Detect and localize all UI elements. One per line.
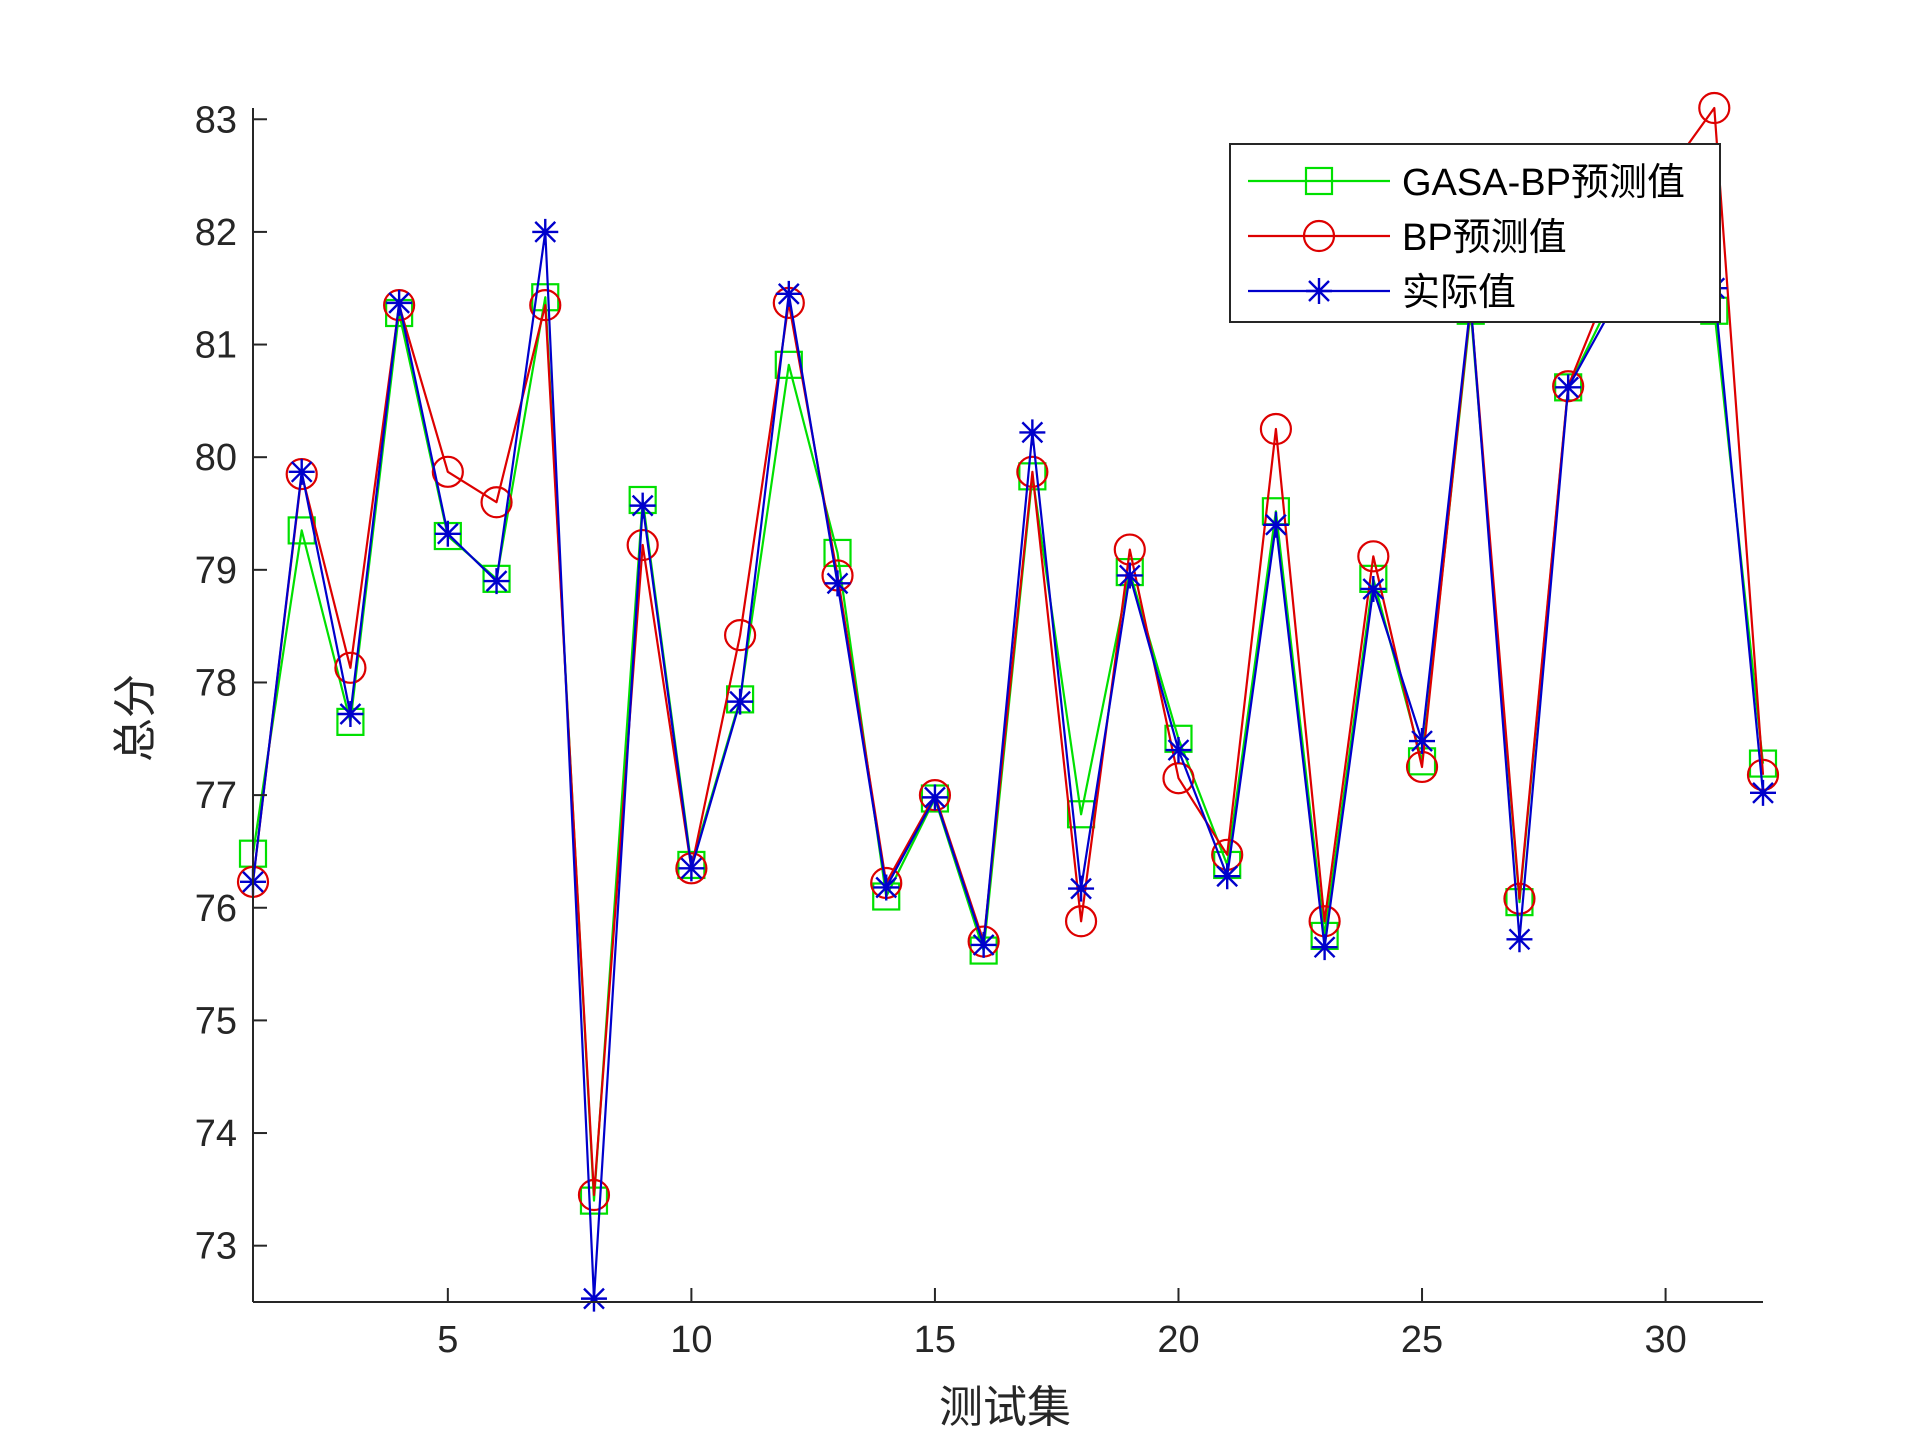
data-point-1-18 — [1064, 905, 1098, 938]
data-point-2-13 — [824, 570, 851, 597]
data-point-2-12 — [775, 280, 802, 307]
x-tick-label-25: 25 — [1401, 1319, 1443, 1361]
y-tick-label-77: 77 — [195, 775, 237, 817]
x-tick-label-15: 15 — [914, 1319, 956, 1361]
data-point-2-27 — [1506, 926, 1533, 953]
legend-marker-2 — [1306, 278, 1332, 304]
y-axis-title: 总分 — [110, 674, 161, 762]
data-point-1-31 — [1698, 91, 1731, 125]
data-point-2-9 — [629, 492, 656, 519]
data-point-1-11 — [723, 619, 757, 652]
data-point-2-14 — [873, 874, 900, 901]
data-point-1-7 — [529, 289, 562, 322]
data-point-1-5 — [431, 455, 464, 488]
data-point-2-21 — [1214, 863, 1241, 890]
series-layer — [236, 91, 1780, 1312]
data-point-2-4 — [386, 289, 413, 316]
data-point-1-28 — [1552, 370, 1585, 403]
y-tick-label-75: 75 — [195, 1000, 237, 1042]
series-line-1 — [251, 106, 1765, 1197]
x-axis-title: 测试集 — [939, 1382, 1071, 1433]
data-point-1-8 — [577, 1178, 611, 1212]
data-point-2-20 — [1165, 737, 1192, 764]
legend-item-1: BP预测值 — [1248, 217, 1567, 259]
data-point-1-22 — [1259, 412, 1293, 446]
legend-item-2: 实际值 — [1248, 272, 1516, 314]
legend-label-0: GASA-BP预测值 — [1402, 162, 1685, 204]
y-tick-label-81: 81 — [195, 325, 237, 367]
data-point-2-19 — [1116, 562, 1143, 589]
x-tick-label-5: 5 — [437, 1319, 458, 1361]
data-point-0-32 — [1748, 749, 1778, 778]
legend-box — [1229, 143, 1721, 323]
data-point-2-5 — [434, 520, 461, 547]
data-point-1-20 — [1162, 762, 1195, 795]
data-point-2-8 — [580, 1285, 607, 1312]
data-point-2-3 — [337, 701, 364, 728]
data-point-2-32 — [1750, 779, 1776, 806]
data-point-1-3 — [334, 651, 367, 684]
data-point-2-6 — [483, 568, 510, 595]
y-tick-label-82: 82 — [195, 212, 237, 254]
legend-marker-1 — [1302, 219, 1336, 253]
data-point-1-9 — [626, 528, 659, 562]
data-point-2-16 — [970, 931, 997, 958]
y-tick-label-78: 78 — [195, 662, 237, 704]
data-point-0-17 — [1018, 462, 1047, 491]
data-point-2-28 — [1555, 374, 1582, 401]
data-point-0-2 — [287, 516, 316, 545]
x-tick-label-10: 10 — [670, 1319, 712, 1361]
y-tick-label-80: 80 — [195, 437, 237, 479]
data-point-2-24 — [1360, 575, 1387, 602]
y-tick-label-74: 74 — [195, 1113, 237, 1155]
data-point-2-18 — [1068, 875, 1095, 902]
x-tick-label-20: 20 — [1157, 1319, 1199, 1361]
legend-label-1: BP预测值 — [1402, 217, 1567, 259]
data-point-1-17 — [1016, 455, 1049, 488]
data-point-1-27 — [1503, 882, 1536, 915]
data-point-2-7 — [532, 218, 559, 245]
x-tick-label-30: 30 — [1644, 1319, 1686, 1361]
y-tick-label-73: 73 — [195, 1226, 237, 1268]
legend-marker-0 — [1304, 166, 1334, 196]
data-point-1-10 — [675, 852, 708, 885]
data-point-2-10 — [678, 855, 705, 882]
data-point-2-23 — [1311, 934, 1338, 961]
data-point-1-24 — [1357, 540, 1390, 573]
y-tick-label-83: 83 — [195, 99, 237, 141]
data-point-0-13 — [823, 538, 852, 568]
data-point-2-25 — [1409, 728, 1436, 755]
data-point-2-2 — [288, 458, 315, 485]
data-point-2-15 — [921, 784, 948, 811]
y-tick-label-79: 79 — [195, 550, 237, 592]
data-point-2-22 — [1262, 511, 1289, 538]
legend-item-0: GASA-BP预测值 — [1248, 162, 1685, 204]
series-line-2 — [251, 230, 1765, 1300]
data-point-1-6 — [480, 486, 513, 519]
axes: 5 10 15 20 25 30 73 74 75 76 77 78 79 80 81 82 83 — [195, 99, 1763, 1361]
legend-label-2: 实际值 — [1402, 272, 1516, 314]
data-point-2-17 — [1019, 419, 1046, 446]
data-point-2-11 — [727, 688, 754, 715]
y-tick-label-76: 76 — [195, 888, 237, 930]
